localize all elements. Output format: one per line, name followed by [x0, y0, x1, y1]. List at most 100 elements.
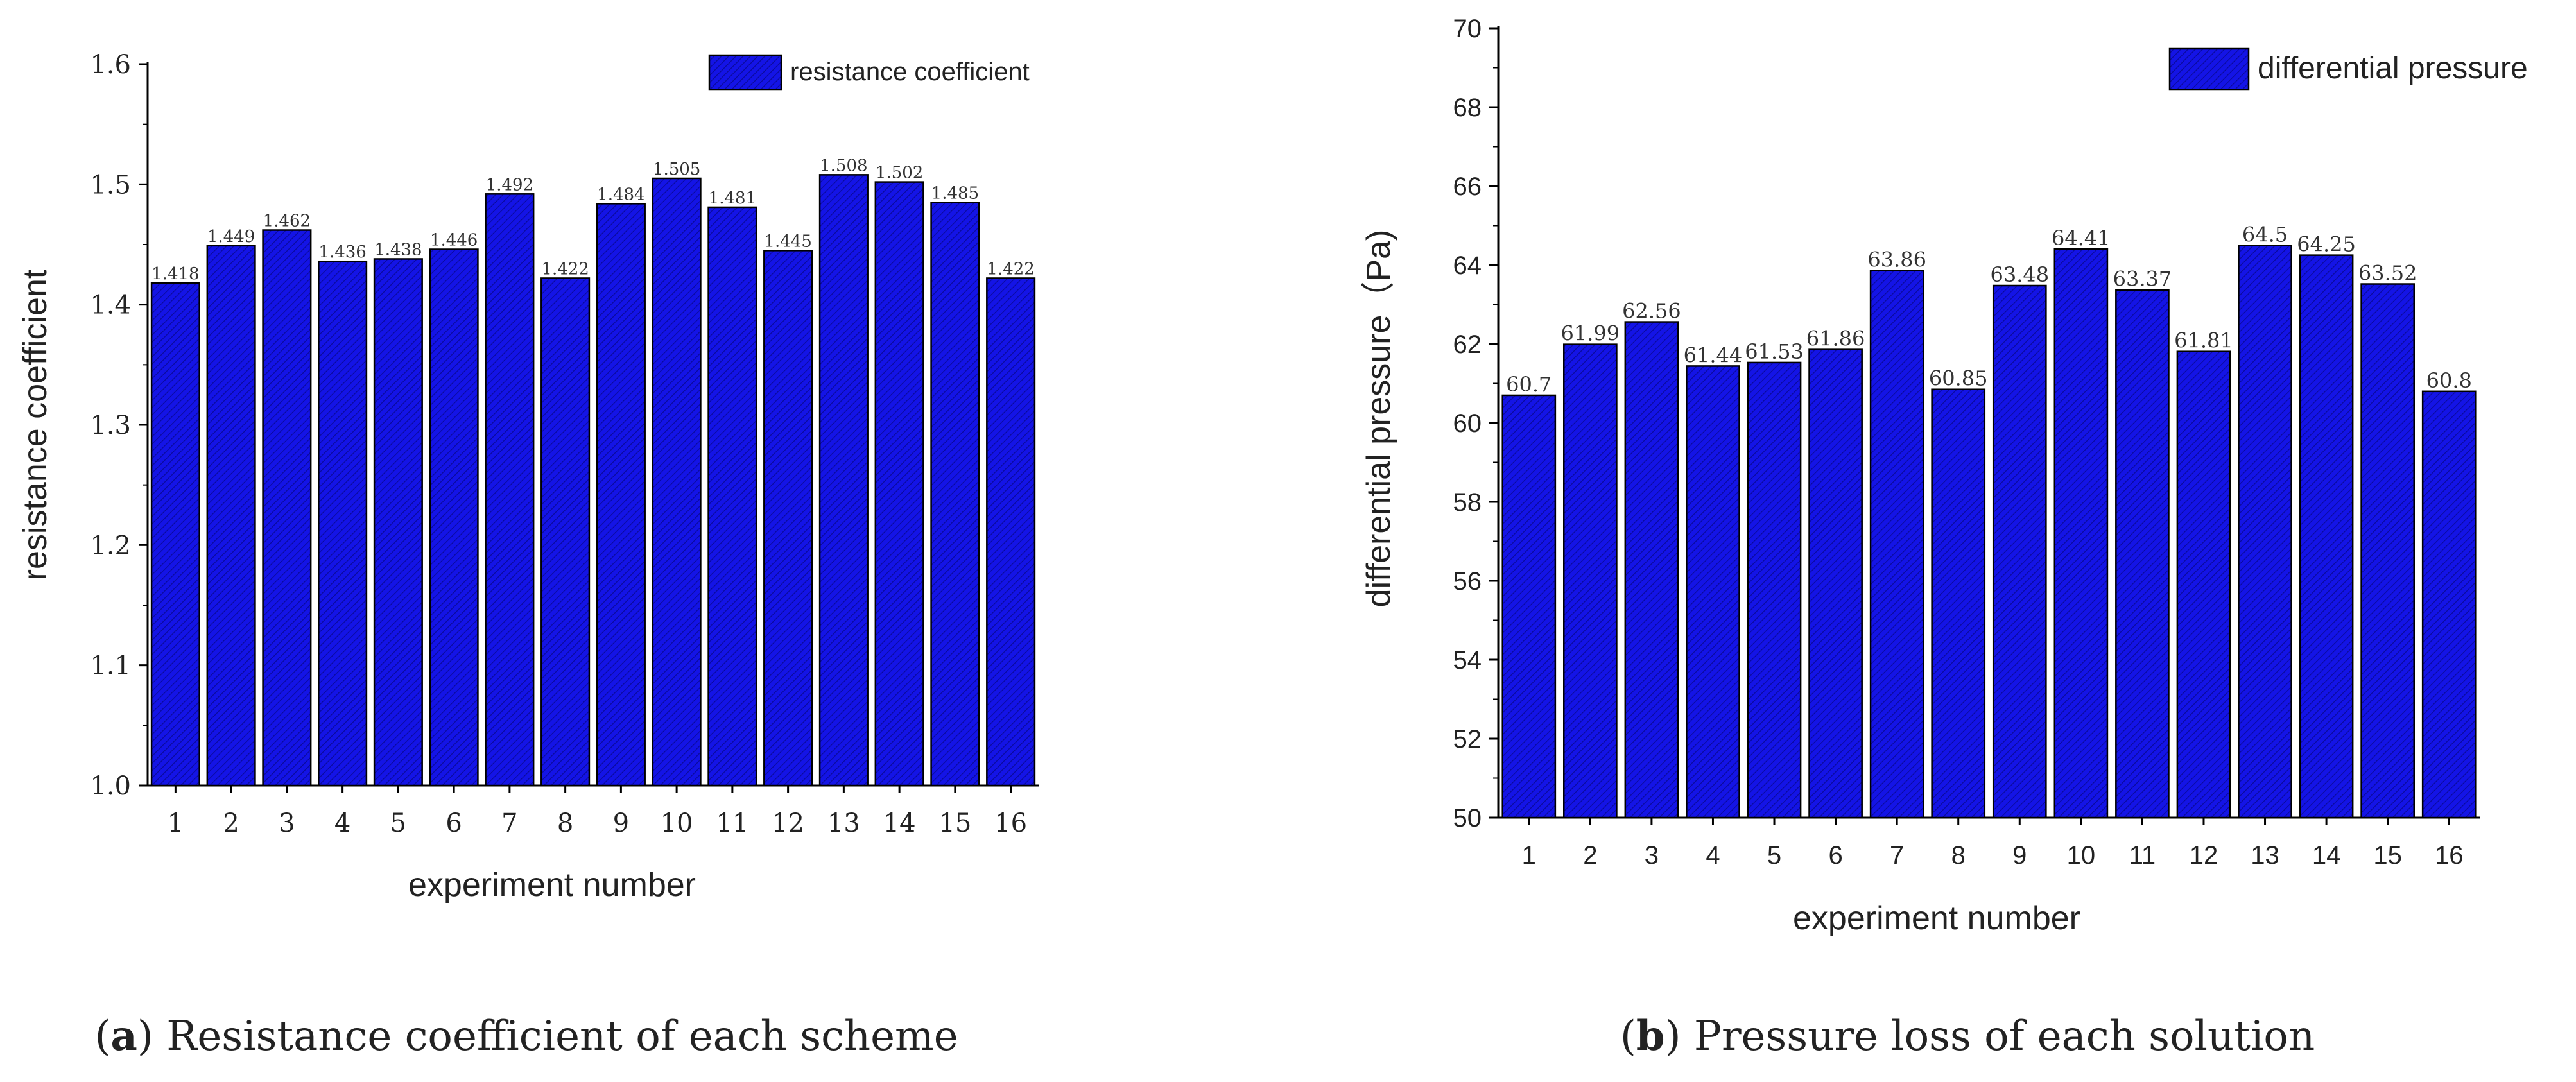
b-bar-value-label: 60.8 — [2426, 368, 2472, 393]
a-x-tick-label: 12 — [772, 809, 804, 838]
b-y-axis-label: differential pressure（Pa) — [1360, 230, 1397, 608]
a-bar-11 — [707, 206, 757, 787]
b-bar-7 — [1869, 270, 1924, 819]
b-bar-3 — [1624, 321, 1679, 819]
b-x-tick-label: 7 — [1890, 841, 1904, 870]
b-bar-value-label: 63.86 — [1867, 248, 1926, 272]
a-bar-value-label: 1.508 — [820, 156, 867, 175]
a-bar-13 — [818, 174, 869, 787]
b-y-tick-label: 70 — [1453, 15, 1482, 43]
a-y-tick-label: 1.3 — [90, 411, 131, 440]
caption-a-letter: a — [110, 1012, 137, 1060]
a-y-tick-label: 1.6 — [90, 50, 131, 80]
a-x-tick-label: 14 — [883, 809, 916, 838]
b-bar-13 — [2238, 245, 2292, 819]
b-bar-12 — [2176, 350, 2231, 819]
a-bar-value-label: 1.505 — [653, 160, 700, 179]
b-y-tick-label: 52 — [1453, 725, 1482, 753]
a-bar-value-label: 1.422 — [541, 259, 589, 279]
b-x-tick-label: 9 — [2012, 841, 2027, 870]
b-bar-9 — [1992, 284, 2047, 819]
b-y-tick-label: 54 — [1453, 646, 1482, 674]
a-bar-1 — [150, 282, 200, 787]
caption-b-letter: b — [1636, 1012, 1665, 1060]
b-bar-10 — [2053, 248, 2109, 819]
a-bar-7 — [485, 193, 535, 787]
a-x-tick-label: 6 — [445, 809, 462, 838]
b-x-tick-label: 15 — [2373, 841, 2402, 870]
a-x-tick-label: 4 — [334, 809, 350, 838]
b-x-tick-label: 13 — [2251, 841, 2279, 870]
b-bar-14 — [2299, 254, 2354, 819]
a-bar-value-label: 1.492 — [486, 175, 533, 194]
a-x-tick-label: 7 — [501, 809, 517, 838]
b-bar-value-label: 61.99 — [1561, 322, 1620, 346]
b-bar-15 — [2360, 283, 2415, 819]
a-x-tick-label: 11 — [716, 809, 748, 838]
b-x-tick-label: 10 — [2067, 841, 2096, 870]
a-y-tick-label: 1.0 — [90, 771, 131, 801]
a-bar-value-label: 1.484 — [597, 185, 644, 204]
a-bar-value-label: 1.436 — [318, 243, 366, 262]
b-x-tick-label: 6 — [1828, 841, 1842, 870]
b-y-tick-label: 64 — [1453, 252, 1482, 280]
a-bar-value-label: 1.445 — [764, 232, 811, 251]
b-x-tick-label: 3 — [1645, 841, 1659, 870]
a-bar-value-label: 1.446 — [430, 230, 478, 250]
a-x-tick-label: 2 — [223, 809, 239, 838]
caption-a: (a) Resistance coefficient of each schem… — [94, 1012, 958, 1060]
b-bar-value-label: 61.44 — [1684, 343, 1743, 367]
a-legend-swatch — [708, 54, 782, 91]
a-x-tick-label: 10 — [661, 809, 693, 838]
b-bar-value-label: 60.85 — [1929, 366, 1988, 391]
chart-differential-pressure: 505254565860626466687060.7161.99262.5636… — [1360, 15, 2528, 937]
b-bar-value-label: 63.48 — [1990, 262, 2049, 287]
a-bar-value-label: 1.485 — [931, 184, 979, 203]
b-y-tick-label: 66 — [1453, 173, 1482, 201]
a-bar-value-label: 1.502 — [876, 164, 923, 183]
b-x-tick-label: 11 — [2129, 841, 2156, 870]
b-bar-value-label: 61.81 — [2174, 329, 2233, 353]
a-bar-15 — [930, 202, 980, 787]
b-bar-value-label: 61.53 — [1745, 339, 1804, 364]
b-bar-value-label: 64.5 — [2242, 222, 2288, 246]
b-bar-value-label: 60.7 — [1506, 372, 1552, 397]
a-bar-value-label: 1.481 — [709, 189, 756, 208]
a-y-tick-label: 1.4 — [90, 291, 131, 320]
a-y-tick-label: 1.1 — [90, 651, 131, 681]
a-bar-4 — [318, 260, 368, 787]
b-y-tick-label: 62 — [1453, 331, 1482, 359]
b-bar-value-label: 64.41 — [2052, 226, 2111, 250]
b-x-tick-label: 12 — [2190, 841, 2218, 870]
b-legend-swatch — [2168, 47, 2250, 91]
b-bar-16 — [2421, 390, 2477, 819]
b-x-tick-label: 2 — [1583, 841, 1597, 870]
b-bar-value-label: 62.56 — [1622, 299, 1681, 323]
b-x-tick-label: 8 — [1951, 841, 1966, 870]
b-x-tick-label: 14 — [2312, 841, 2341, 870]
b-bar-11 — [2115, 289, 2170, 819]
b-y-tick-label: 50 — [1453, 804, 1482, 832]
a-x-tick-label: 9 — [613, 809, 629, 838]
a-bar-6 — [429, 248, 479, 787]
b-bar-2 — [1563, 343, 1618, 819]
a-bar-value-label: 1.422 — [987, 259, 1034, 279]
b-y-tick-label: 60 — [1453, 409, 1482, 438]
chart-resistance-coefficient: 1.0 1.1 1.2 1.3 1.4 1.5 1.6 1.418 1 1.449 2 1.462 3 1… — [17, 50, 1039, 904]
a-bar-10 — [652, 177, 702, 787]
a-bar-value-label: 1.418 — [151, 264, 199, 284]
a-bar-12 — [763, 250, 813, 787]
a-bar-2 — [206, 245, 256, 787]
a-bar-value-label: 1.462 — [263, 212, 311, 231]
b-x-tick-label: 5 — [1767, 841, 1781, 870]
a-bar-3 — [262, 229, 312, 787]
b-bar-4 — [1686, 365, 1740, 819]
a-y-axis-label: resistance coefficient — [17, 269, 54, 580]
b-legend-label: differential pressure — [2258, 51, 2528, 85]
a-x-tick-label: 1 — [168, 809, 184, 838]
a-x-tick-label: 5 — [390, 809, 406, 838]
b-y-tick-label: 68 — [1453, 94, 1482, 122]
a-y-tick-label: 1.2 — [90, 531, 131, 560]
